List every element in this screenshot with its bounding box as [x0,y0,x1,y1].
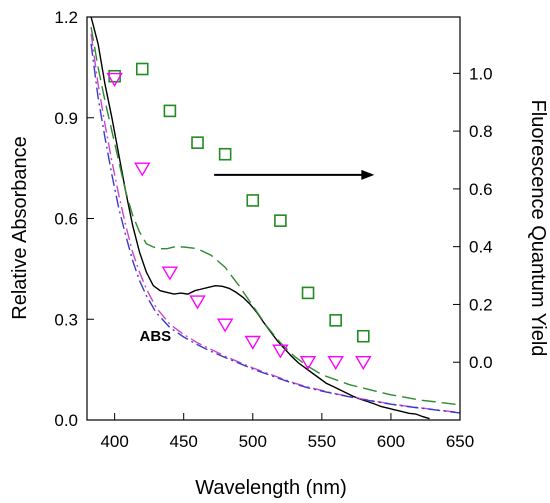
qy-square-marker [329,314,342,327]
y-right-tick-label: 0.0 [469,353,493,372]
abs-annotation: ABS [139,328,171,345]
qy-triangle-marker [355,356,372,371]
qy-triangle-marker [189,295,206,310]
qy-triangle-marker [272,344,289,359]
y-right-tick-label: 1.0 [469,64,493,83]
y-right-tick-label: 0.8 [469,122,493,141]
y-right-tick-label: 0.6 [469,180,493,199]
qy-square-marker [135,62,149,76]
y-left-axis-title: Relative Absorbance [9,136,31,319]
qy-triangle-marker [299,356,317,371]
qy-square-marker [246,194,260,207]
qy-triangle-marker [216,318,234,333]
x-tick-label: 450 [170,432,198,451]
qy-square-marker [301,286,315,300]
qy-square-marker [218,147,232,161]
ticks-layer: 400 450 500 550 600 650 0.0 0.3 0.6 0.9 1.2 0.0 0.2 0… [54,8,492,451]
x-tick-label: 500 [239,432,267,451]
y-left-tick-label: 0.9 [54,109,78,128]
qy-triangle-marker [134,162,151,177]
arrow-head [361,169,375,180]
axes-layer [86,16,461,421]
absorbance-line-3 [90,43,460,414]
y-right-axis-title: Fluorescence Quantum Yield [527,100,549,357]
qy-triangle-marker [161,266,179,281]
y-left-tick-label: 0.3 [54,310,78,329]
x-axis-title: Wavelength (nm) [195,477,347,499]
y-left-tick-label: 1.2 [54,8,78,27]
y-left-tick-label: 0.0 [54,411,78,430]
x-tick-label: 400 [100,432,128,451]
y-left-tick-label: 0.6 [54,210,78,229]
qy-square-marker [191,136,204,149]
qy-square-marker [356,329,370,343]
x-tick-label: 650 [446,432,474,451]
qy-square-marker [274,214,287,227]
qy-square-marker [163,104,177,118]
y-right-tick-label: 0.4 [469,238,493,257]
absorbance-line-0 [90,17,430,420]
absorbance-line-1 [90,26,460,406]
series-layer [90,17,460,420]
marker-layer [106,62,372,371]
qy-triangle-marker [327,356,344,371]
annot-layer: ABS [139,169,375,345]
plot-frame [86,16,461,421]
y-right-tick-label: 0.2 [469,295,493,314]
qy-triangle-marker [244,335,261,350]
x-tick-label: 600 [377,432,405,451]
x-tick-label: 550 [308,432,336,451]
qy-triangle-marker [106,72,123,88]
